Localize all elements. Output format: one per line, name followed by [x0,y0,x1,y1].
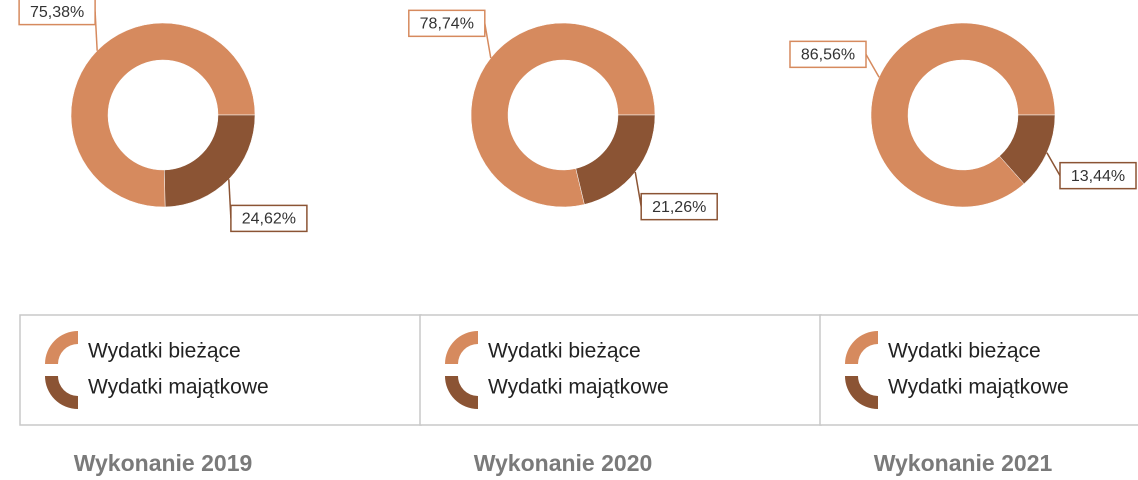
legend-label: Wydatki majątkowe [488,376,669,399]
data-label-box [1059,161,1137,190]
data-label: 13,44% [1071,168,1125,185]
data-label: 75,38% [30,4,84,21]
chart-title: Wykonanie 2021 [874,450,1053,476]
chart-title: Wykonanie 2019 [74,450,253,476]
chart-title: Wykonanie 2020 [474,450,653,476]
legend-swatch [445,331,478,364]
legend-swatch [45,376,78,409]
donut-slice [164,114,256,208]
donut-slice [70,22,256,208]
data-label-box [230,204,308,233]
data-label: 78,74% [420,16,474,33]
data-label-box [640,192,718,221]
legend-swatch [445,376,478,409]
legend-box [19,314,422,426]
data-label: 21,26% [652,199,706,216]
chart: 86,56% 13,44% Wydatki bieżące Wydatki mająt… [789,22,1138,476]
legend-box [819,314,1138,426]
leader-line [1046,152,1061,177]
data-label-box [18,0,96,26]
leader-line [634,171,642,207]
legend-swatch [845,331,878,364]
chart: 75,38% 24,62% Wydatki bieżące Wydatki mająt… [18,0,422,476]
donut-slice [870,22,1056,208]
chart: 78,74% 21,26% Wydatki bieżące Wydatki mająt… [408,9,822,476]
donut-slice [575,114,656,205]
data-label: 86,56% [801,47,855,64]
legend-box [419,314,822,426]
leader-line [865,53,880,78]
legend-swatch [845,376,878,409]
data-label-box [408,9,486,38]
donut-slice [999,114,1056,185]
donut-slice [470,22,656,208]
legend-label: Wydatki bieżące [888,340,1041,363]
legend-label: Wydatki bieżące [88,340,241,363]
legend-label: Wydatki majątkowe [888,376,1069,399]
legend-label: Wydatki majątkowe [88,376,269,399]
data-label: 24,62% [242,211,296,228]
legend-swatch [45,331,78,364]
legend-label: Wydatki bieżące [488,340,641,363]
data-label-box [789,40,867,69]
leader-line [484,23,492,59]
